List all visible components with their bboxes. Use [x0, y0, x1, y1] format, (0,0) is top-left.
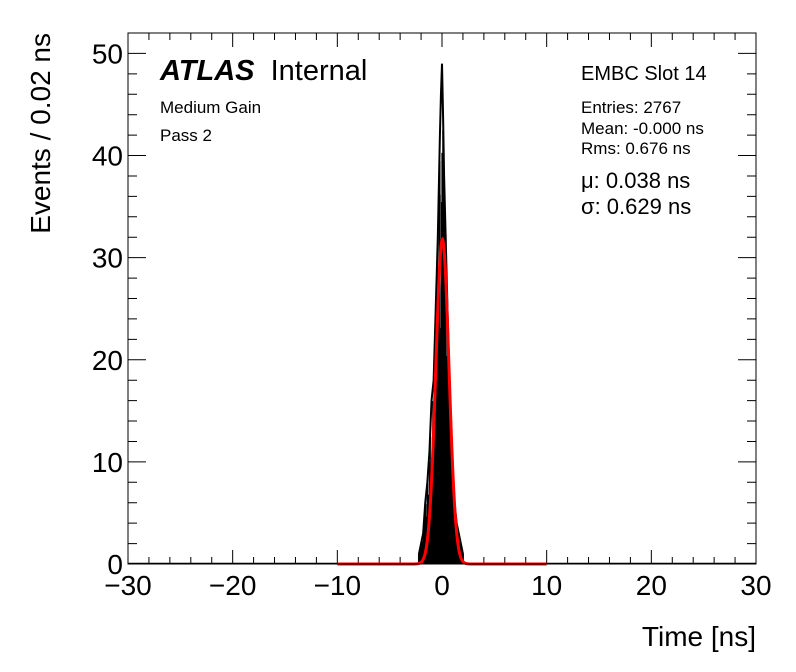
slot-label: EMBC Slot 14	[581, 63, 707, 85]
y-tick-label: 50	[92, 38, 123, 69]
entries-label: Entries: 2767	[581, 98, 681, 117]
y-tick-label: 0	[107, 549, 123, 580]
rms-label: Rms: 0.676 ns	[581, 139, 691, 158]
internal-word: Internal	[271, 55, 368, 87]
atlas-label: ATLAS Internal	[159, 55, 367, 87]
y-tick-label: 20	[92, 345, 123, 376]
x-tick-label: 10	[531, 570, 562, 601]
mean-label: Mean: -0.000 ns	[581, 119, 704, 138]
x-axis-title: Time [ns]	[642, 621, 756, 652]
x-tick-label: 0	[434, 570, 450, 601]
x-tick-label: −20	[209, 570, 257, 601]
mu-label: μ: 0.038 ns	[581, 168, 690, 193]
y-tick-label: 10	[92, 447, 123, 478]
sigma-label: σ: 0.629 ns	[581, 194, 691, 219]
x-tick-label: −10	[314, 570, 362, 601]
y-minor-ticks	[128, 32, 756, 545]
y-tick-label: 30	[92, 243, 123, 274]
plot-frame	[127, 32, 757, 565]
pass-label: Pass 2	[160, 126, 212, 145]
gain-label: Medium Gain	[160, 98, 261, 117]
tick-labels: −30 −20 −10 0 10 20 30 0 10 20 30 40 50	[92, 38, 772, 601]
x-tick-label: 30	[740, 570, 771, 601]
y-axis-title: Events / 0.02 ns	[25, 33, 56, 234]
x-minor-ticks	[148, 33, 736, 564]
x-tick-label: −30	[104, 570, 152, 601]
x-tick-label: 20	[636, 570, 667, 601]
atlas-word: ATLAS	[159, 55, 255, 87]
y-tick-label: 40	[92, 141, 123, 172]
